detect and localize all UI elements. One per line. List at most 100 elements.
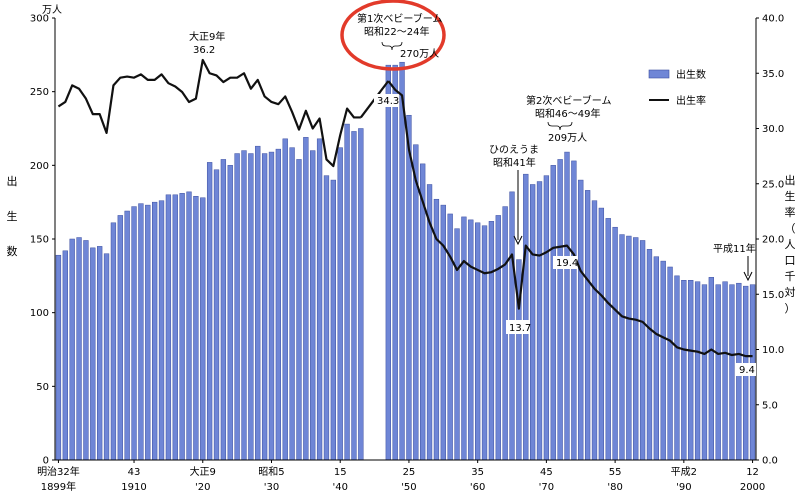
ann-hinoe-rate: 13.7 bbox=[509, 323, 531, 334]
left-tick-label: 200 bbox=[30, 161, 49, 172]
ann-boom2-births: 209万人 bbox=[548, 132, 587, 144]
ann-hinoe-title: ひのえうま bbox=[489, 144, 539, 156]
left-tick-label: 50 bbox=[36, 382, 49, 393]
ann-heisei-rate: 9.4 bbox=[739, 365, 755, 376]
ann-hinoe-arrowhead bbox=[513, 235, 523, 246]
births-bar bbox=[488, 221, 495, 461]
left-axis-char: 数 bbox=[7, 245, 18, 258]
x-tick-label-year: '20 bbox=[195, 482, 210, 493]
births-bar bbox=[220, 159, 227, 461]
births-bar bbox=[715, 284, 721, 461]
births-bar bbox=[138, 203, 144, 461]
births-bar bbox=[179, 193, 185, 461]
births-bar bbox=[653, 256, 660, 461]
ann-boom1-births: 270万人 bbox=[400, 48, 439, 60]
x-tick-label-year: '90 bbox=[676, 482, 691, 493]
births-bar bbox=[124, 210, 130, 461]
births-bars bbox=[55, 61, 756, 461]
births-bar bbox=[681, 280, 687, 461]
left-tick-label: 0 bbox=[43, 456, 49, 467]
left-axis-char: 生 bbox=[7, 209, 18, 223]
births-bar bbox=[296, 159, 302, 461]
births-bar bbox=[152, 201, 158, 461]
highlight-circle bbox=[340, 0, 446, 71]
x-tick-label-era: 25 bbox=[403, 467, 416, 478]
legend-births-label: 出生数 bbox=[676, 68, 706, 81]
births-bar bbox=[557, 159, 563, 461]
legend-rate-label: 出生率 bbox=[676, 94, 706, 107]
births-bar bbox=[688, 280, 694, 461]
births-bar bbox=[323, 175, 330, 461]
births-bar bbox=[571, 160, 577, 461]
births-bar bbox=[660, 260, 666, 461]
births-bar bbox=[674, 275, 680, 461]
right-axis-char: （ bbox=[785, 222, 796, 235]
births-bar bbox=[103, 253, 110, 461]
births-bar bbox=[612, 226, 618, 461]
births-bar bbox=[392, 64, 398, 461]
right-tick-label: 35.0 bbox=[762, 69, 784, 80]
birth-rate-line bbox=[387, 80, 753, 358]
right-tick-label: 30.0 bbox=[762, 124, 784, 135]
births-bar bbox=[694, 281, 701, 461]
births-bar bbox=[591, 200, 598, 461]
births-bar bbox=[90, 247, 96, 461]
x-tick-label-era: 45 bbox=[540, 467, 553, 478]
legend-births-swatch bbox=[648, 69, 670, 79]
births-bar bbox=[406, 114, 412, 461]
births-bar bbox=[729, 284, 735, 461]
annotations: 大正9年 36.2 第1次ベビーブーム 昭和22～24年 270万人 34.3 … bbox=[189, 0, 756, 376]
right-tick-label: 20.0 bbox=[762, 235, 784, 246]
births-bar bbox=[701, 284, 708, 461]
births-bar bbox=[117, 215, 123, 461]
right-tick-label: 10.0 bbox=[762, 345, 784, 356]
births-bar bbox=[605, 218, 611, 461]
births-bar bbox=[468, 219, 474, 461]
births-bar bbox=[626, 235, 632, 461]
ann-boom1-rate-box bbox=[374, 94, 398, 107]
ann-boom1-period: 昭和22～24年 bbox=[364, 25, 429, 38]
left-tick-label: 250 bbox=[30, 87, 49, 98]
legend: 出生数 出生率 bbox=[648, 68, 706, 107]
ann-boom2-period: 昭和46～49年 bbox=[535, 107, 600, 120]
births-bar bbox=[131, 206, 137, 461]
births-bar bbox=[165, 194, 172, 461]
births-bar bbox=[667, 266, 673, 461]
x-tick-label-era: 55 bbox=[609, 467, 622, 478]
births-bar bbox=[206, 162, 213, 461]
births-bar bbox=[413, 144, 419, 461]
ann-heisei-year: 平成11年 bbox=[713, 242, 756, 255]
left-axis-char: 出 bbox=[7, 174, 18, 188]
births-bar bbox=[303, 137, 309, 461]
births-bar bbox=[145, 204, 151, 461]
births-bar bbox=[584, 190, 591, 461]
births-bar bbox=[248, 153, 254, 461]
right-tick-label: 5.0 bbox=[762, 400, 778, 411]
right-axis-char: 率 bbox=[785, 205, 796, 219]
births-bar bbox=[344, 123, 350, 461]
x-tick-label-era: 明治32年 bbox=[37, 465, 80, 478]
births-bar bbox=[722, 281, 728, 461]
births-bar bbox=[158, 200, 165, 461]
ann-boom2-brace bbox=[547, 121, 573, 131]
x-tick-label-era: 15 bbox=[334, 467, 347, 478]
birth-rate-line bbox=[57, 58, 361, 168]
x-tick-label-year: '60 bbox=[470, 482, 485, 493]
births-bar bbox=[550, 165, 556, 461]
births-bar bbox=[564, 151, 570, 461]
left-unit-label: 万人 bbox=[42, 4, 62, 16]
births-bar bbox=[69, 238, 75, 461]
ann-boom2-rate: 19.4 bbox=[556, 258, 578, 269]
births-bar bbox=[454, 228, 460, 461]
births-bar bbox=[633, 237, 639, 461]
births-bar bbox=[289, 147, 295, 461]
x-tick-label-era: 12 bbox=[746, 467, 759, 478]
births-bar bbox=[578, 179, 584, 461]
tick-labels: 0 50 100 150 200 250 300 0.0 5.0 10.0 15.0 20.0 25.0… bbox=[30, 14, 784, 467]
births-bar bbox=[97, 246, 103, 461]
births-bar bbox=[447, 213, 453, 461]
ann-taisho-year: 大正9年 bbox=[189, 30, 225, 43]
x-tick-label-year: '70 bbox=[539, 482, 554, 493]
x-tick-label-year: '80 bbox=[607, 482, 622, 493]
right-axis-char: ） bbox=[785, 302, 796, 315]
